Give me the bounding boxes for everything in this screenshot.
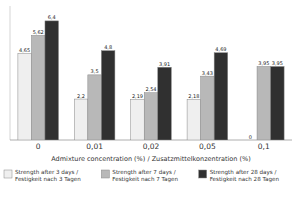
data-labels: 4,65 2,2 2,19 2,18 0 5,62 3,5 2,54 3,43 3,95 6,4 4,… <box>19 14 283 139</box>
legend-entry: Strength after 28 days /Festigkeit nach … <box>210 169 280 183</box>
x-tick-label: 0,02 <box>143 142 160 151</box>
data-label: 2,2 <box>77 93 85 99</box>
data-label: 4,69 <box>215 46 226 52</box>
data-label: 3,5 <box>91 68 99 74</box>
data-label: 2,18 <box>188 93 199 99</box>
legend: Strength after 3 days /Festigkeit nach 3… <box>4 169 279 183</box>
legend-line: Strength after 28 days / <box>210 169 277 176</box>
data-label: 4,65 <box>19 47 30 53</box>
x-tick-label: 0,01 <box>86 142 103 151</box>
bar <box>243 140 257 141</box>
bar <box>158 67 172 140</box>
bar <box>214 53 228 140</box>
legend-line: Festigkeit nach 7 Tagen <box>112 176 178 183</box>
data-label: 6,4 <box>48 14 56 20</box>
bar <box>88 75 102 140</box>
legend-line: Festigkeit nach 28 Tagen <box>210 176 280 183</box>
data-label: 3,95 <box>258 60 269 66</box>
legend-swatch <box>101 170 109 178</box>
bar <box>101 51 115 140</box>
bar <box>144 93 158 140</box>
x-axis-label: Admixture concentration (%) / Zusatzmitt… <box>51 155 250 163</box>
bar <box>131 99 145 140</box>
x-tick-label: 0 <box>36 142 41 151</box>
legend-swatch <box>199 170 207 178</box>
chart-container: 4,65 2,2 2,19 2,18 0 5,62 3,5 2,54 3,43 3,95 6,4 4,… <box>0 0 300 200</box>
bar <box>74 99 88 140</box>
bar <box>45 21 59 140</box>
chart: 4,65 2,2 2,19 2,18 0 5,62 3,5 2,54 3,43 3,95 6,4 4,… <box>0 0 300 200</box>
bar <box>201 76 215 140</box>
legend-entry: Strength after 3 days /Festigkeit nach 3… <box>15 169 81 183</box>
x-tick-label: 0,05 <box>199 142 216 151</box>
legend-line: Strength after 3 days / <box>15 169 78 176</box>
legend-entry: Strength after 7 days /Festigkeit nach 7… <box>112 169 178 183</box>
bar <box>18 53 32 140</box>
bars <box>18 21 284 140</box>
x-tick-label: 0,1 <box>258 142 270 151</box>
data-label: 3,91 <box>159 61 170 67</box>
data-label: 3,95 <box>272 60 283 66</box>
y-axis-line <box>10 6 11 140</box>
legend-line: Strength after 7 days / <box>112 169 175 176</box>
data-label: 4,8 <box>104 44 112 50</box>
bar <box>187 99 201 140</box>
data-label: 0 <box>249 134 252 140</box>
data-label: 3,43 <box>202 70 213 76</box>
bar <box>257 66 271 140</box>
legend-swatch <box>4 170 12 178</box>
data-label: 5,62 <box>33 29 44 35</box>
legend-line: Festigkeit nach 3 Tagen <box>15 176 81 183</box>
bar <box>271 66 285 140</box>
data-label: 2,19 <box>132 93 143 99</box>
data-label: 2,54 <box>145 86 156 92</box>
bar <box>31 35 45 140</box>
